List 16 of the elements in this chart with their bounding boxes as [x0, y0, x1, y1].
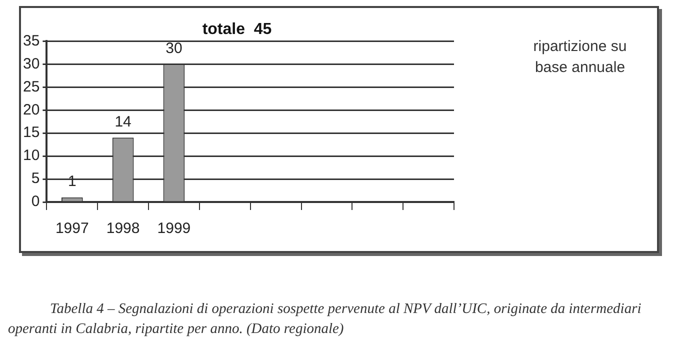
data-label: 30	[166, 40, 182, 57]
data-label: 14	[114, 113, 132, 130]
y-tick-label: 15	[22, 124, 40, 142]
chart-title: totale 45	[202, 21, 272, 38]
x-tick-label: 1999	[157, 220, 191, 238]
y-tick-label: 10	[22, 147, 40, 164]
y-tick-label: 5	[31, 170, 40, 188]
text: ripartizione su base annuale	[532, 37, 628, 78]
y-tick-label: 35	[22, 32, 40, 50]
y-tick-label: 20	[22, 101, 40, 118]
x-tick-label: 1998	[106, 220, 140, 238]
y-tick-label: 25	[22, 78, 40, 96]
y-tick-label: 30	[22, 55, 40, 72]
text: Tabella 4 – Segnalazioni di operazioni sospette pervenute al NPV dall’UIC, originate da intermediari operanti in Calabria, ripartite per anno. (Dato regionale)	[8, 300, 642, 339]
y-tick-label: 0	[31, 193, 40, 210]
x-tick-label: 1997	[55, 220, 89, 238]
